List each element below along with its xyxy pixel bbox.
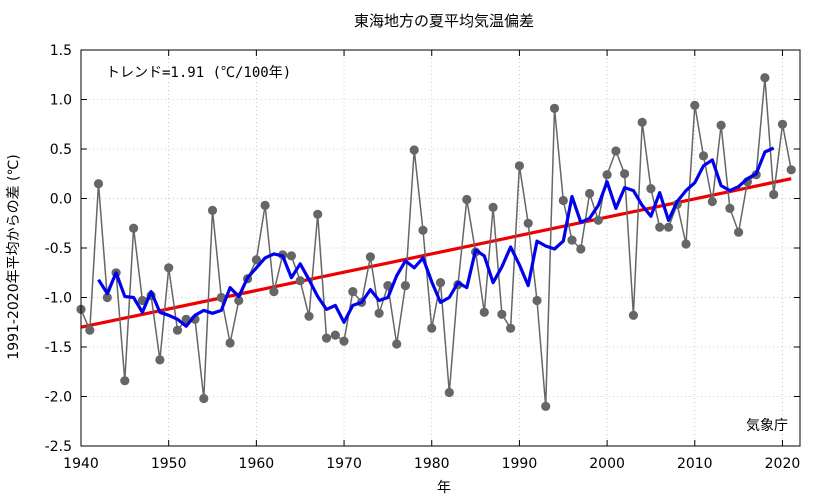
- annual-anomaly-point: [576, 244, 586, 254]
- running-mean-line: [97, 146, 775, 328]
- annual-anomaly-point: [734, 227, 744, 237]
- annual-anomaly-point: [593, 215, 603, 225]
- annual-anomaly-point: [541, 401, 551, 411]
- annual-anomaly-point: [628, 310, 639, 320]
- annual-anomaly-point: [164, 263, 174, 273]
- grid: [80, 49, 800, 447]
- annual-anomaly-point: [295, 276, 305, 286]
- annual-anomaly-point: [655, 222, 665, 232]
- y-axis-label: 1991-2020年平均からの差 (℃): [6, 154, 22, 359]
- annual-anomaly-point: [155, 355, 165, 365]
- annual-anomaly-point: [567, 235, 577, 245]
- annual-anomaly-point: [269, 287, 279, 297]
- annual-anomaly-point: [549, 103, 560, 113]
- annual-anomaly-point: [497, 309, 507, 319]
- annual-anomaly-point: [286, 251, 296, 261]
- annual-anomaly-point: [585, 188, 595, 199]
- annual-anomaly-point: [725, 203, 735, 213]
- annual-anomaly-point: [330, 330, 340, 340]
- running-mean-series: [97, 146, 775, 328]
- x-tick-label: 2000: [589, 456, 625, 472]
- x-tick-label: 1950: [151, 456, 187, 472]
- annual-anomaly-point: [216, 292, 226, 303]
- annual-anomaly-point: [663, 222, 674, 232]
- annual-anomaly-point: [488, 202, 498, 212]
- annual-anomaly-point: [348, 287, 358, 297]
- plot-frame: [80, 49, 801, 447]
- x-tick-label: 1970: [326, 456, 362, 472]
- annual-anomaly-point: [207, 205, 218, 215]
- y-tick-label: -1.5: [45, 340, 72, 356]
- annual-anomaly-point: [786, 165, 796, 175]
- credit-label: 気象庁: [746, 418, 788, 434]
- y-tick-label: -1.0: [45, 291, 72, 307]
- annual-anomaly-point: [769, 189, 779, 200]
- annual-anomaly-point: [321, 333, 332, 343]
- annual-anomaly-point: [418, 225, 428, 235]
- x-tick-label: 2010: [677, 456, 713, 472]
- annual-anomaly-point: [444, 387, 454, 398]
- x-tick-label: 2020: [765, 456, 801, 472]
- chart-title: 東海地方の夏平均気温偏差: [354, 12, 534, 30]
- y-tick-label: 1.0: [50, 93, 72, 109]
- y-tick-label: -0.5: [45, 241, 72, 257]
- y-axis-ticks: 1.5 1.0 0.5 0.0 -0.5 -1.0 -1.5 -2.0 -2.5: [45, 43, 800, 455]
- annual-anomaly-point: [681, 239, 691, 249]
- annual-anomaly-point: [698, 151, 709, 161]
- annual-anomaly-point: [532, 295, 542, 306]
- y-tick-label: -2.5: [45, 439, 72, 455]
- annual-anomaly-point: [506, 323, 516, 333]
- annual-anomaly-point: [102, 292, 112, 303]
- annual-anomaly-point: [637, 117, 647, 127]
- annual-anomaly-point: [409, 145, 419, 155]
- annual-anomaly-point: [620, 169, 630, 179]
- annual-anomaly-point: [558, 195, 568, 206]
- annual-anomaly-point: [199, 393, 209, 404]
- x-tick-label: 1990: [502, 456, 538, 472]
- annual-anomaly-point: [93, 179, 104, 189]
- trend-annotation: トレンド=1.91 (℃/100年): [106, 65, 291, 81]
- annual-anomaly-point: [760, 73, 770, 83]
- annual-anomaly-point: [251, 255, 261, 265]
- annual-anomaly-point: [427, 323, 437, 333]
- x-axis-label: 年: [437, 480, 451, 496]
- annual-anomaly-point: [339, 336, 349, 346]
- annual-anomaly-point: [602, 170, 612, 180]
- y-tick-label: 0.5: [50, 142, 72, 158]
- annual-anomaly-point: [234, 295, 244, 306]
- annual-anomaly-point: [129, 223, 139, 233]
- annual-anomaly-point: [716, 120, 726, 130]
- annual-anomaly-point: [85, 325, 95, 335]
- x-axis-ticks: 1940 1950 1960 1970 1980 1990 2000 2010 2020: [63, 50, 800, 472]
- annual-anomaly-point: [392, 339, 402, 349]
- annual-anomaly-point: [523, 218, 533, 228]
- annual-anomaly-point: [304, 311, 314, 321]
- annual-anomaly-point: [260, 200, 270, 210]
- annual-anomaly-point: [611, 146, 621, 156]
- annual-anomaly-point: [462, 194, 472, 205]
- x-tick-label: 1980: [414, 456, 450, 472]
- annual-anomaly-point: [120, 376, 130, 386]
- x-tick-label: 1960: [239, 456, 275, 472]
- y-tick-label: -2.0: [45, 390, 72, 406]
- annual-anomaly-point: [690, 100, 700, 110]
- x-tick-label: 1940: [63, 456, 99, 472]
- y-tick-label: 1.5: [50, 43, 72, 59]
- annual-anomaly-line: [80, 76, 792, 408]
- annual-anomaly-point: [313, 209, 323, 219]
- annual-anomaly-point: [646, 184, 656, 194]
- annual-anomaly-point: [514, 161, 525, 171]
- y-tick-label: 0.0: [50, 192, 72, 208]
- annual-anomaly-point: [225, 338, 235, 348]
- annual-anomaly-point: [435, 278, 446, 288]
- annual-anomaly-point: [400, 281, 410, 291]
- annual-anomaly-point: [374, 308, 384, 318]
- annual-anomaly-point: [777, 119, 788, 129]
- annual-anomaly-point: [707, 196, 717, 207]
- annual-anomaly-point: [172, 325, 183, 335]
- annual-anomaly-point: [479, 307, 489, 317]
- annual-anomaly-series: [76, 73, 796, 411]
- annual-anomaly-point: [365, 252, 375, 262]
